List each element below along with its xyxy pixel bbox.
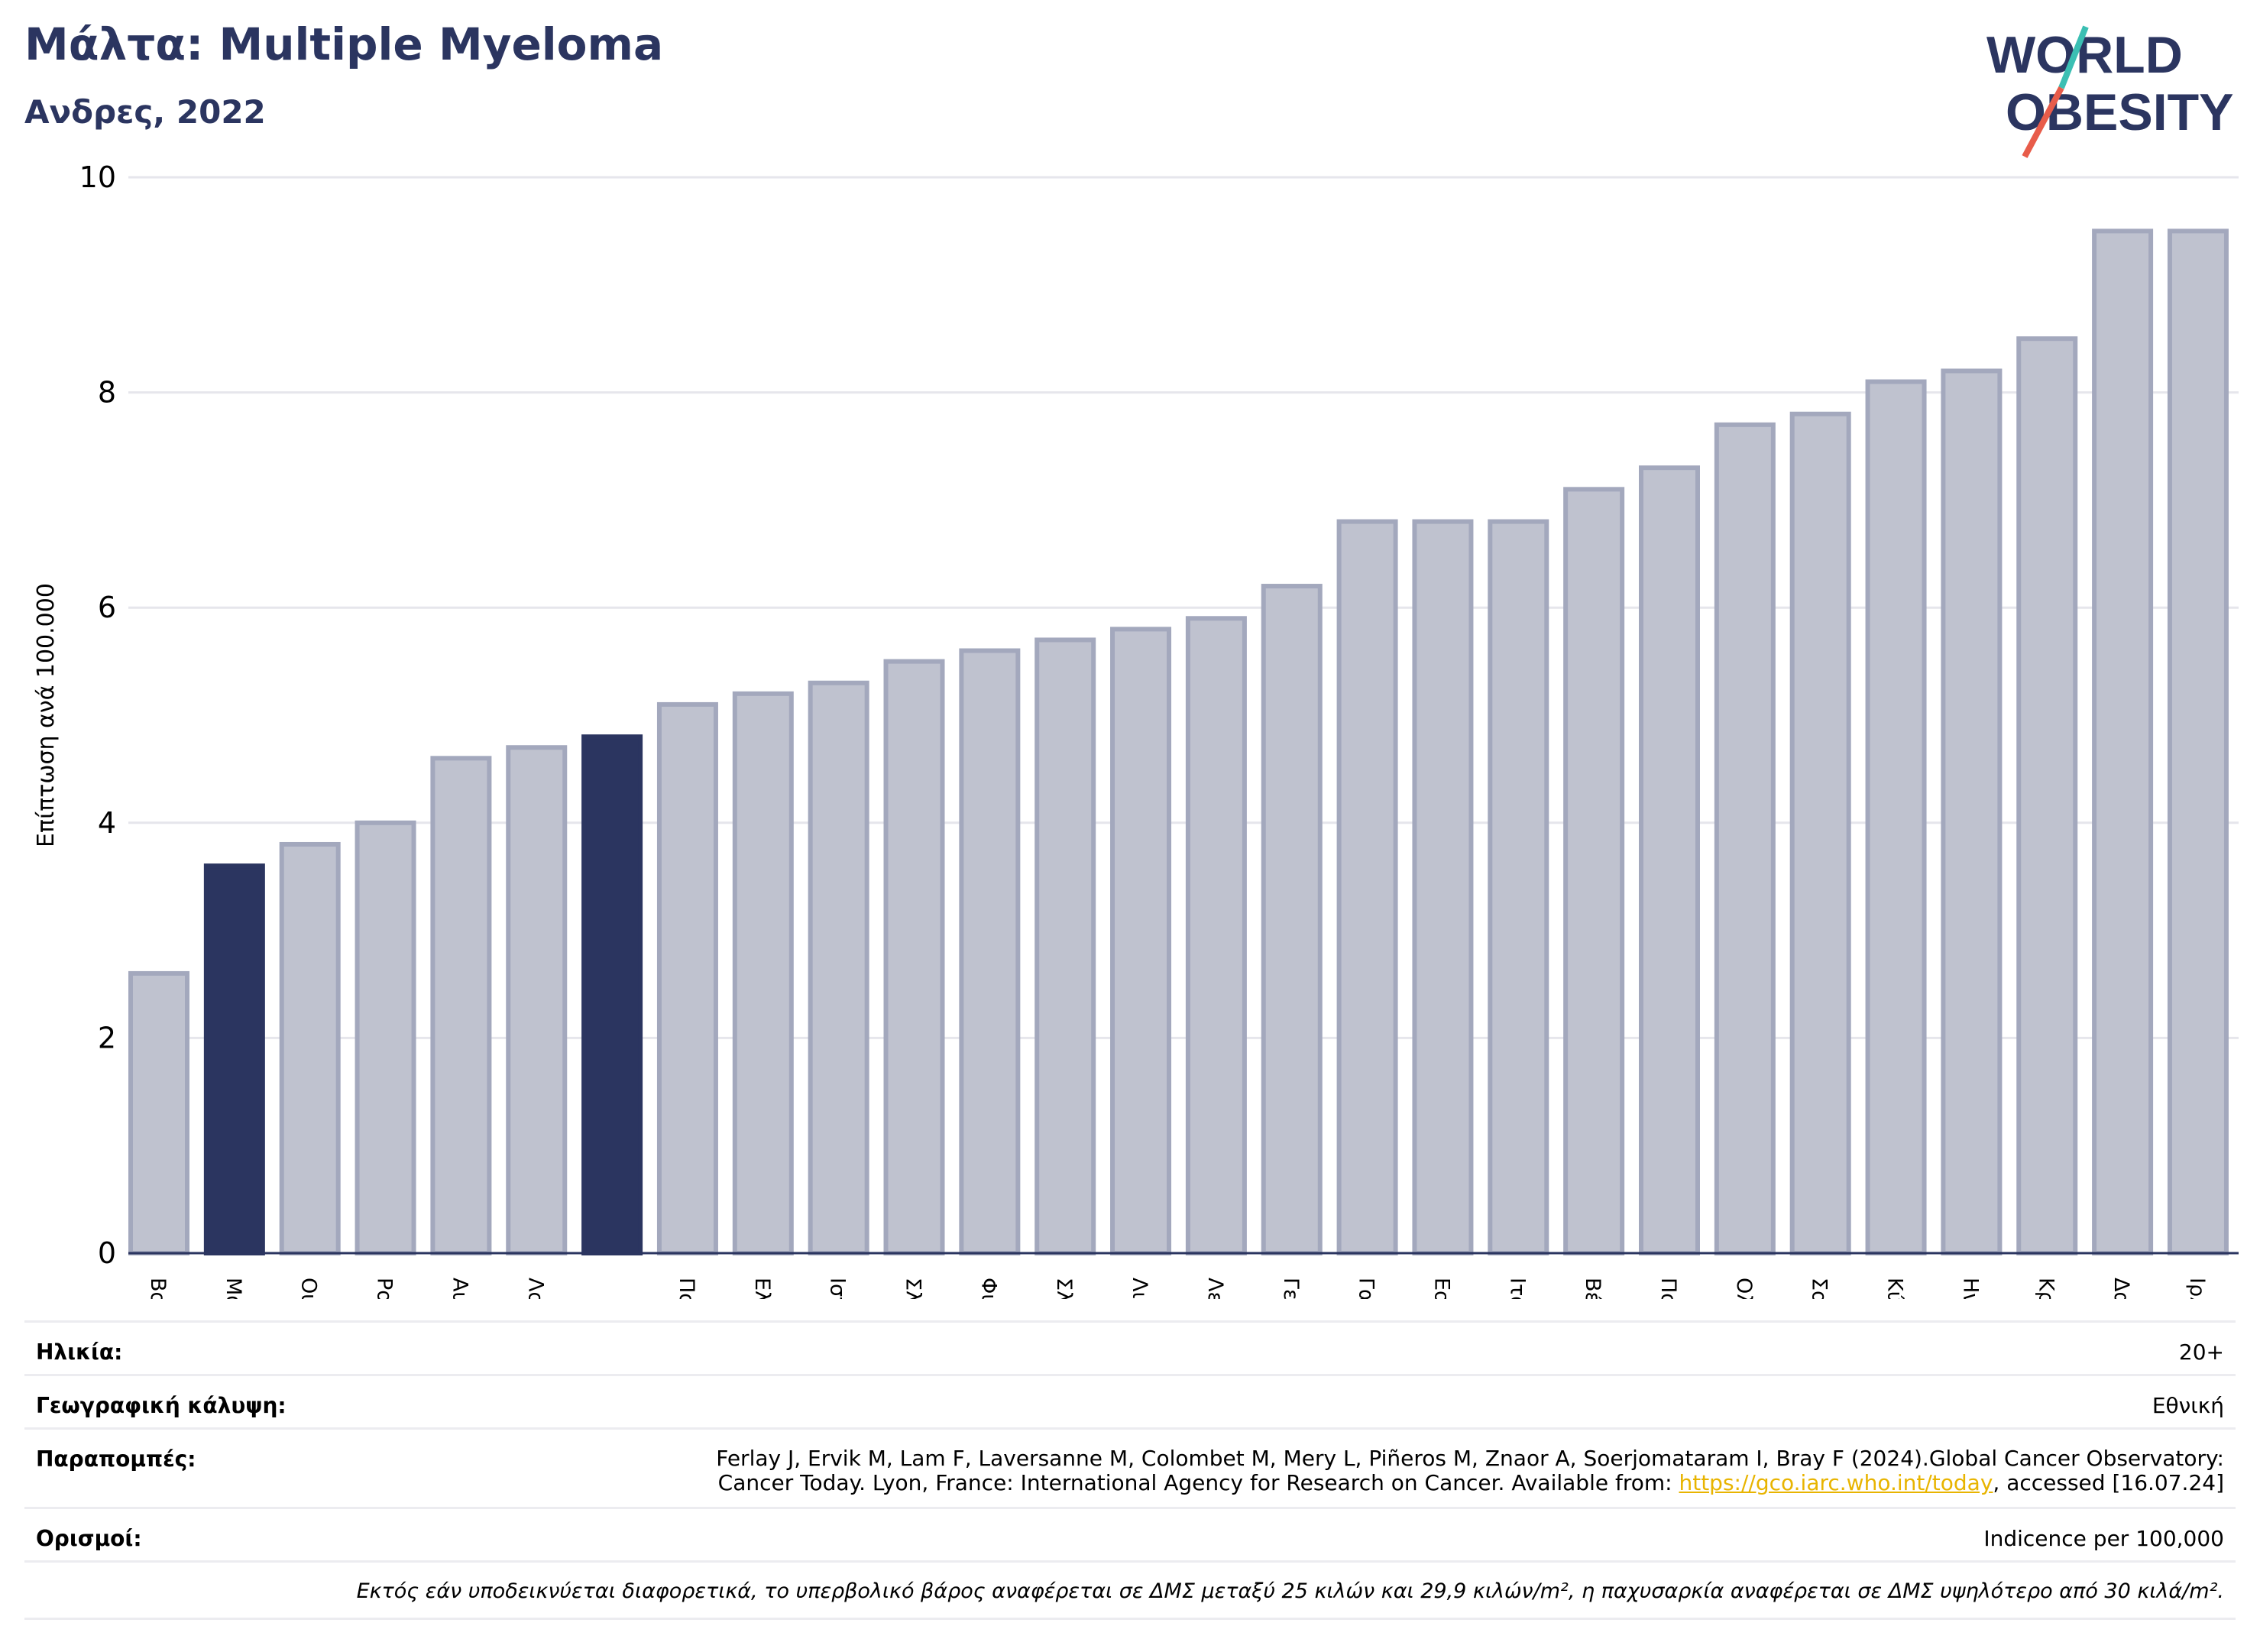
bar	[203, 863, 265, 1255]
x-tick-label: Βέλγιο	[1581, 1278, 1604, 1299]
x-tick-label: Ιρλανδία	[2185, 1278, 2209, 1299]
x-tick-label: Ισπανία	[826, 1278, 850, 1299]
x-tick-label: Πολωνία	[675, 1278, 698, 1299]
geo-label: Γεωγραφική κάλυψη:	[36, 1393, 287, 1418]
y-tick-label: 0	[98, 1236, 116, 1270]
bar	[2016, 336, 2078, 1256]
bar	[1714, 422, 1776, 1256]
x-tick-label: Φινλανδία	[976, 1278, 1000, 1299]
y-tick-label: 6	[98, 591, 116, 624]
x-tick-label: Δανία	[2109, 1278, 2133, 1299]
x-tick-label: Γερμανία	[1279, 1278, 1303, 1299]
footnote-text: Εκτός εάν υποδεικνύεται διαφορετικά, το …	[356, 1579, 2224, 1603]
bar	[128, 970, 189, 1256]
x-tick-label: Ελλάδα	[750, 1278, 774, 1299]
bar	[355, 820, 416, 1256]
age-label: Ηλικία:	[36, 1339, 123, 1365]
definitions-label: Ορισμοί:	[36, 1526, 142, 1551]
bar	[1336, 519, 1398, 1255]
x-tick-label: Ουγγαρία	[297, 1278, 321, 1299]
x-tick-label: Πορτογαλία	[1656, 1278, 1680, 1299]
x-tick-label: Ιταλία	[1505, 1278, 1529, 1299]
definitions-value: Indicence per 100,000	[1983, 1526, 2224, 1551]
x-tick-label: Μάλτα	[222, 1278, 245, 1299]
bar	[1110, 627, 1172, 1255]
x-tick-label: Γαλλία	[1355, 1278, 1378, 1299]
bar	[959, 648, 1021, 1255]
bar	[808, 680, 869, 1255]
bar	[1941, 368, 2003, 1256]
geo-value: Εθνική	[2152, 1393, 2224, 1418]
y-tick-label: 10	[79, 160, 116, 194]
x-tick-labels: Βουλγαρία Μάλτα Ουγγαρία Ρουμανία Αυστρία Λου…	[146, 1278, 2209, 1299]
bar	[1789, 411, 1851, 1255]
logo-slash-teal	[2058, 25, 2089, 89]
y-axis-label: Επίπτωση ανά 100.000	[33, 583, 60, 847]
bar	[1412, 519, 1474, 1255]
references-line1: Ferlay J, Ervik M, Lam F, Laversanne M, …	[716, 1446, 2224, 1471]
world-obesity-logo: WORLD OBESITY	[1986, 25, 2234, 158]
bar	[883, 659, 945, 1255]
logo-slash-red	[2022, 86, 2064, 158]
x-tick-label: Κύπρος	[1883, 1278, 1907, 1299]
bar	[2167, 228, 2229, 1255]
geo-row: Γεωγραφική κάλυψη: Εθνική	[24, 1374, 2236, 1430]
x-tick-label: Ηνωμένο Βασίλειο	[1958, 1278, 1982, 1299]
definitions-row: Ορισμοί: Indicence per 100,000	[24, 1507, 2236, 1563]
bar	[2092, 228, 2154, 1255]
x-tick-label: Σλοβενία	[1052, 1278, 1076, 1299]
logo-text-obesity: OBESITY	[2006, 83, 2234, 141]
bar	[1488, 519, 1549, 1255]
bar	[1261, 584, 1323, 1255]
bar	[1034, 637, 1096, 1255]
chart-subtitle: Ανδρες, 2022	[24, 93, 266, 131]
chart-title: Μάλτα: Multiple Myeloma	[24, 18, 664, 70]
bar	[1865, 379, 1927, 1255]
x-tick-label: Σουηδία	[1808, 1278, 1831, 1299]
gco-link[interactable]: https://gco.iarc.who.int/today	[1679, 1470, 1993, 1495]
references-line2: Cancer Today. Lyon, France: Internationa…	[716, 1471, 2224, 1495]
age-value: 20+	[2178, 1339, 2224, 1365]
bar-chart: 0 2 4 6 8 10 Βουλγαρία Μάλτα Ουγγαρία Ρουμανία Αυ…	[33, 160, 2239, 1299]
y-tick-label: 4	[98, 806, 116, 840]
references-text: Ferlay J, Ervik M, Lam F, Laversanne M, …	[716, 1446, 2224, 1495]
bar	[732, 691, 794, 1255]
bars	[128, 228, 2229, 1256]
references-label: Παραπομπές:	[36, 1446, 196, 1472]
x-tick-label: Ολλανδία	[1732, 1278, 1756, 1299]
references-line2-post: , accessed [16.07.24]	[1993, 1470, 2224, 1495]
y-tick-label: 8	[98, 376, 116, 410]
bar	[430, 756, 492, 1255]
x-tick-label: Ρουμανία	[373, 1278, 397, 1299]
x-tick-label: Αυστρία	[448, 1278, 471, 1299]
bar	[656, 701, 718, 1255]
bar	[581, 734, 643, 1255]
x-tick-label: Βουλγαρία	[146, 1278, 170, 1299]
bar	[1185, 616, 1247, 1255]
bar	[506, 745, 568, 1255]
references-row: Παραπομπές: Ferlay J, Ervik M, Lam F, La…	[24, 1427, 2236, 1509]
x-tick-label: Σλοβακία	[902, 1278, 925, 1299]
footnote-row: Εκτός εάν υποδεικνύεται διαφορετικά, το …	[24, 1560, 2236, 1620]
bar	[1639, 465, 1700, 1255]
bar	[279, 841, 341, 1255]
x-tick-label: Κροατία	[2034, 1278, 2058, 1299]
x-tick-label: Λιθουανία	[1128, 1278, 1151, 1299]
references-line2-pre: Cancer Today. Lyon, France: Internationa…	[717, 1470, 1679, 1495]
bar	[1563, 487, 1625, 1255]
x-tick-label: Λουξεμβούργο	[523, 1278, 547, 1299]
y-tick-label: 2	[98, 1021, 116, 1054]
x-tick-label: Λετονία	[1203, 1278, 1227, 1299]
age-row: Ηλικία: 20+	[24, 1320, 2236, 1376]
y-tick-labels: 0 2 4 6 8 10	[79, 160, 116, 1270]
x-tick-label: Εσθονία	[1429, 1278, 1453, 1299]
